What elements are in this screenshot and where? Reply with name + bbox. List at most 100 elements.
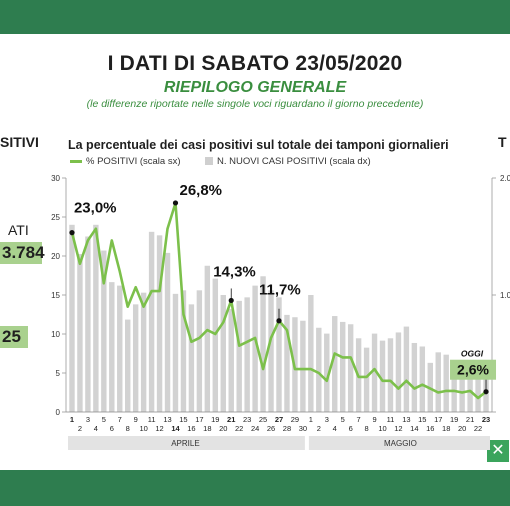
bar-nuovi-casi <box>101 250 107 412</box>
legend-positivi-label: % POSITIVI (scala sx) <box>86 156 181 167</box>
bar-nuovi-casi <box>93 224 99 412</box>
y-right-tick-label: 2.000 <box>500 174 510 183</box>
x-tick-label: 4 <box>94 424 98 433</box>
x-tick-label: 14 <box>171 424 180 433</box>
legend-nuovi-casi-label: N. NUOVI CASI POSITIVI (scala dx) <box>217 156 371 167</box>
x-tick-label: 7 <box>118 415 122 424</box>
bar-nuovi-casi <box>276 297 282 412</box>
bar-nuovi-casi <box>236 300 242 412</box>
page-subtitle: RIEPILOGO GENERALE <box>163 79 347 96</box>
x-tick-label: 19 <box>211 415 219 424</box>
x-tick-label: 12 <box>394 424 402 433</box>
x-tick-label: 29 <box>291 415 299 424</box>
bar-nuovi-casi <box>228 309 234 412</box>
x-tick-label: 20 <box>458 424 466 433</box>
legend-nuovi-casi: N. NUOVI CASI POSITIVI (scala dx) <box>205 156 371 167</box>
annotation-marker <box>172 200 179 206</box>
bar-nuovi-casi <box>77 254 83 412</box>
bar-nuovi-casi <box>196 290 203 412</box>
bar-nuovi-casi <box>284 314 290 412</box>
bar-nuovi-casi <box>403 326 410 412</box>
x-tick-label: 8 <box>126 424 130 433</box>
bar-nuovi-casi <box>188 304 195 412</box>
bar-nuovi-casi <box>148 231 155 412</box>
x-tick-label: 5 <box>102 415 106 424</box>
annotation-tag: OGGI <box>461 349 484 359</box>
x-tick-label: 18 <box>203 424 211 433</box>
x-tick-label: 11 <box>387 415 395 424</box>
x-tick-label: 2 <box>317 424 321 433</box>
bar-nuovi-casi <box>132 304 139 412</box>
y-left-tick-label: 0 <box>56 408 61 417</box>
x-tick-label: 15 <box>179 415 187 424</box>
bar-nuovi-casi <box>180 290 187 412</box>
bar-nuovi-casi <box>172 293 179 412</box>
x-tick-label: 21 <box>227 415 235 424</box>
bar-nuovi-casi <box>109 282 115 412</box>
bar-nuovi-casi <box>387 338 394 412</box>
left-panel-label: ATI <box>8 222 29 238</box>
bar-nuovi-casi <box>220 295 226 412</box>
x-tick-label: 6 <box>349 424 353 433</box>
x-tick-label: 18 <box>442 424 450 433</box>
bar-nuovi-casi <box>140 292 147 412</box>
page-title: I DATI DI SABATO 23/05/2020 <box>107 52 403 75</box>
y-left-tick-label: 15 <box>51 291 60 300</box>
bar-nuovi-casi <box>69 224 75 412</box>
x-tick-label: 2 <box>78 424 82 433</box>
x-tick-label: 16 <box>426 424 434 433</box>
bar-nuovi-casi <box>347 324 354 412</box>
month-label-aprile: APRILE <box>171 439 199 448</box>
x-tick-label: 22 <box>235 424 243 433</box>
bar-nuovi-casi <box>379 340 386 412</box>
bar-nuovi-casi <box>324 333 330 412</box>
x-tick-label: 15 <box>418 415 426 424</box>
bar-nuovi-casi <box>316 327 322 412</box>
annotation-pill <box>450 359 497 380</box>
bar-nuovi-casi <box>85 236 91 412</box>
chart-title: La percentuale dei casi positivi sul tot… <box>68 138 449 152</box>
bar-nuovi-casi <box>419 346 426 412</box>
bar-nuovi-casi <box>467 364 473 412</box>
x-tick-label: 4 <box>333 424 337 433</box>
bar-nuovi-casi <box>443 354 449 412</box>
y-left-tick-label: 5 <box>56 369 61 378</box>
bar-nuovi-casi <box>268 290 274 412</box>
y-left-tick-label: 30 <box>51 174 60 183</box>
x-tick-label: 16 <box>187 424 195 433</box>
x-tick-label: 26 <box>267 424 275 433</box>
month-band-maggio <box>308 436 490 450</box>
left-panel-pill: 25 <box>0 326 28 348</box>
bar-nuovi-casi <box>395 332 402 412</box>
bar-nuovi-casi <box>252 285 258 412</box>
x-tick-label: 12 <box>155 424 163 433</box>
x-tick-label: 1 <box>70 415 74 424</box>
annotation-label: 2,6% <box>457 362 489 378</box>
bar-nuovi-casi <box>363 347 370 412</box>
y-left-tick-label: 20 <box>51 252 60 261</box>
x-tick-label: 9 <box>372 415 376 424</box>
annotation-label: 26,8% <box>179 182 222 199</box>
x-tick-label: 22 <box>474 424 482 433</box>
page-note: (le differenze riportate nelle singole v… <box>86 98 424 110</box>
bar-nuovi-casi <box>204 265 211 412</box>
x-tick-label: 11 <box>148 415 156 424</box>
x-tick-label: 7 <box>357 415 361 424</box>
legend-positivi: % POSITIVI (scala sx) <box>70 156 181 167</box>
bar-nuovi-casi <box>164 252 171 412</box>
right-panel-heading: T <box>498 134 507 150</box>
logo-icon: ✕ <box>487 440 509 462</box>
bar-nuovi-casi <box>451 374 457 412</box>
x-tick-label: 6 <box>110 424 114 433</box>
x-tick-label: 14 <box>410 424 418 433</box>
bar-nuovi-casi <box>371 333 378 412</box>
x-tick-label: 3 <box>325 415 329 424</box>
x-tick-label: 10 <box>378 424 386 433</box>
x-tick-label: 30 <box>299 424 307 433</box>
bar-nuovi-casi <box>117 285 123 412</box>
x-tick-label: 9 <box>134 415 138 424</box>
annotation-marker <box>69 230 75 236</box>
bar-nuovi-casi <box>459 361 465 412</box>
x-tick-label: 3 <box>86 415 90 424</box>
